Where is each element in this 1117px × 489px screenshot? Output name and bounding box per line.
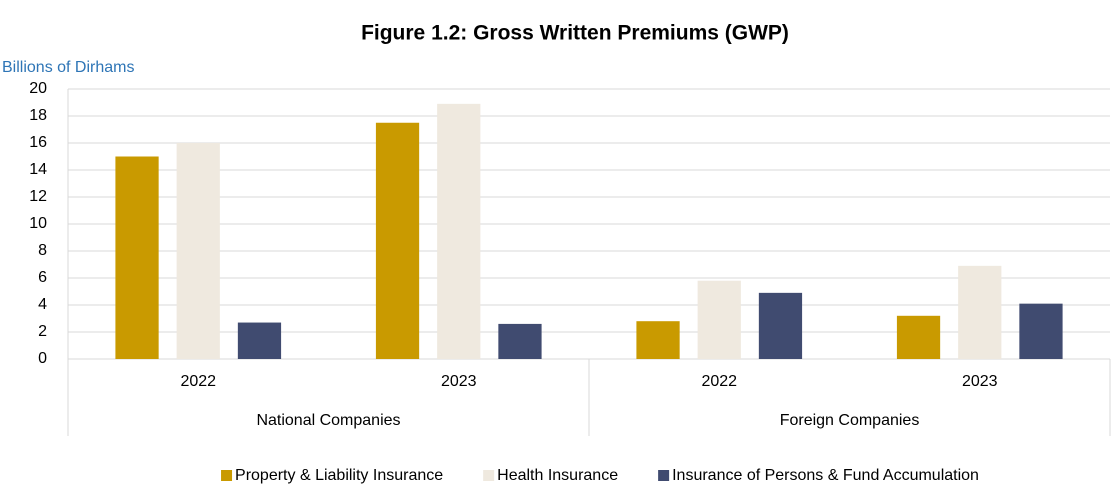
bar <box>375 122 420 359</box>
y-tick-label: 2 <box>38 323 47 340</box>
legend-label: Health Insurance <box>497 467 618 484</box>
bar <box>237 322 282 359</box>
y-tick-label: 4 <box>38 296 47 313</box>
bar <box>1019 303 1063 359</box>
y-tick-label: 12 <box>29 188 47 205</box>
bar <box>437 103 481 359</box>
bar <box>636 321 680 359</box>
bar <box>896 315 941 359</box>
bar <box>697 280 741 359</box>
y-tick-label: 20 <box>29 80 47 97</box>
bar <box>958 265 1002 359</box>
y-tick-label: 18 <box>29 107 47 124</box>
bar <box>498 323 542 359</box>
legend-swatch <box>658 470 670 481</box>
x-tick-label: 2023 <box>441 373 477 390</box>
legend-swatch <box>483 470 495 481</box>
bar <box>758 292 803 359</box>
y-tick-label: 16 <box>29 134 47 151</box>
x-tick-label: 2022 <box>180 373 216 390</box>
legend-swatch <box>221 470 233 481</box>
x-tick-label: 2022 <box>701 373 737 390</box>
legend-label: Insurance of Persons & Fund Accumulation <box>672 467 979 484</box>
y-tick-label: 0 <box>38 350 47 367</box>
legend-label: Property & Liability Insurance <box>235 467 443 484</box>
y-tick-label: 8 <box>38 242 47 259</box>
y-tick-label: 10 <box>29 215 47 232</box>
group-label: National Companies <box>256 412 400 429</box>
y-tick-label: 6 <box>38 269 47 286</box>
bar <box>176 143 220 359</box>
y-axis-label: Billions of Dirhams <box>2 59 134 76</box>
group-label: Foreign Companies <box>780 412 920 429</box>
bar <box>115 156 159 359</box>
chart-title: Figure 1.2: Gross Written Premiums (GWP) <box>361 22 789 45</box>
x-tick-label: 2023 <box>962 373 998 390</box>
y-tick-label: 14 <box>29 161 47 178</box>
